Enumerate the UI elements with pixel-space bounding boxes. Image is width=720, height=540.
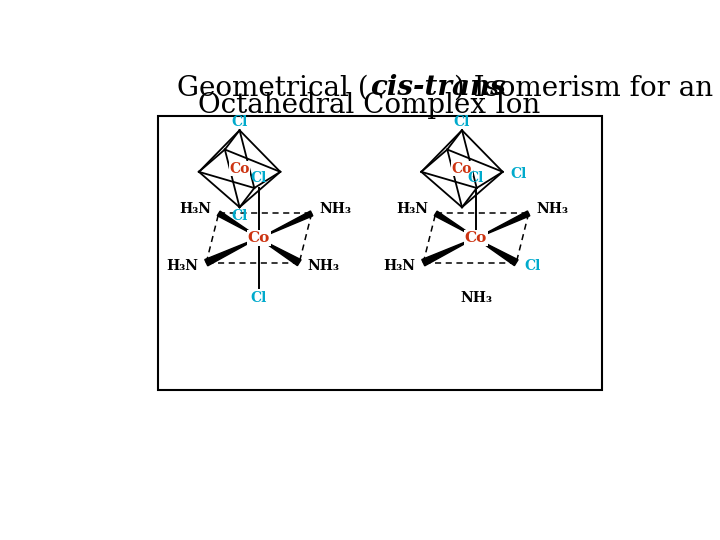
Text: Geometrical (: Geometrical ( xyxy=(177,75,369,102)
Text: Co: Co xyxy=(230,162,250,176)
Text: Octahedral Complex Ion: Octahedral Complex Ion xyxy=(198,92,540,119)
Polygon shape xyxy=(434,211,476,238)
Polygon shape xyxy=(217,211,259,238)
Polygon shape xyxy=(259,211,312,238)
Text: H₃N: H₃N xyxy=(179,202,211,216)
Text: Cl: Cl xyxy=(251,171,267,185)
Text: Co: Co xyxy=(248,231,270,245)
Bar xyxy=(158,117,601,390)
Text: Cl: Cl xyxy=(454,115,470,129)
Text: H₃N: H₃N xyxy=(384,259,415,273)
Text: NH₃: NH₃ xyxy=(307,259,339,273)
Text: H₃N: H₃N xyxy=(396,202,428,216)
Text: Cl: Cl xyxy=(524,259,541,273)
Polygon shape xyxy=(476,238,518,266)
Text: ) Isomerism for an: ) Isomerism for an xyxy=(454,75,714,102)
Text: Cl: Cl xyxy=(231,209,248,222)
Text: Co: Co xyxy=(452,162,472,176)
Text: NH₃: NH₃ xyxy=(460,291,492,305)
Polygon shape xyxy=(476,211,530,238)
Polygon shape xyxy=(258,238,301,266)
Text: NH₃: NH₃ xyxy=(536,202,568,216)
Polygon shape xyxy=(422,238,476,266)
Text: Cl: Cl xyxy=(251,291,267,305)
Polygon shape xyxy=(204,238,258,266)
Text: H₃N: H₃N xyxy=(166,259,199,273)
Text: Co: Co xyxy=(465,231,487,245)
Text: Cl: Cl xyxy=(468,171,484,185)
Text: Cl: Cl xyxy=(510,167,527,181)
Text: cis-trans: cis-trans xyxy=(371,75,506,102)
Text: NH₃: NH₃ xyxy=(320,202,351,216)
Text: Cl: Cl xyxy=(231,115,248,129)
